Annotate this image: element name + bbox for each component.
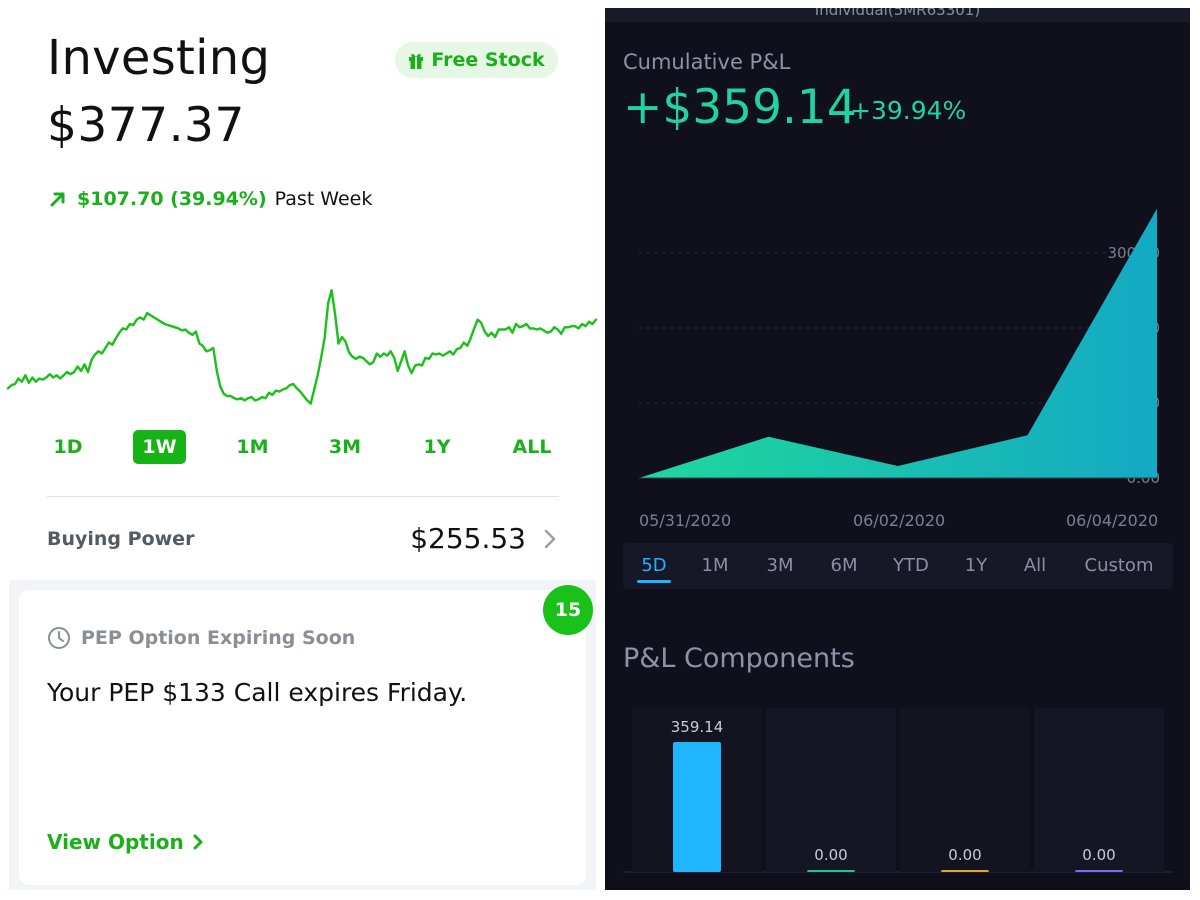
change-amount: $107.70 (39.94%): [77, 188, 267, 210]
notification-count-badge: 15: [543, 585, 593, 635]
bar[interactable]: [1075, 870, 1123, 872]
cumulative-pl-area: [639, 208, 1157, 478]
bar[interactable]: [673, 742, 721, 872]
buying-power-label[interactable]: Buying Power: [47, 528, 195, 550]
page-title: Investing: [47, 30, 271, 86]
bar[interactable]: [807, 870, 855, 872]
notification-card[interactable]: PEP Option Expiring Soon Your PEP $133 C…: [19, 590, 586, 885]
arrow-up-right-icon: [50, 192, 65, 207]
range-1y[interactable]: 1Y: [423, 436, 451, 458]
cumulative-pl-chart: 0.00100.00200.00300.00: [639, 208, 1160, 487]
divider: [47, 496, 559, 497]
bar-value-label: 0.00: [1082, 846, 1115, 864]
cumulative-pl-label: Cumulative P&L: [623, 50, 791, 74]
period-tabs: 5D 1M 3M 6M YTD 1Y All Custom: [623, 543, 1173, 589]
change-summary: $107.70 (39.94%) Past Week: [49, 188, 372, 210]
change-period: Past Week: [274, 188, 373, 210]
robinhood-panel: Investing $377.37 Free Stock $107.70 (39…: [6, 30, 598, 890]
x-axis-label: 06/04/2020: [1066, 511, 1159, 530]
range-3m[interactable]: 3M: [328, 436, 362, 458]
tab-5d[interactable]: 5D: [637, 543, 671, 589]
view-option-link[interactable]: View Option: [47, 830, 204, 854]
x-axis-label: 06/02/2020: [853, 511, 946, 530]
tab-6m[interactable]: 6M: [830, 555, 858, 576]
view-option-label: View Option: [47, 830, 184, 854]
portfolio-line-chart: [6, 288, 598, 405]
bar[interactable]: [941, 870, 989, 872]
chevron-right-icon[interactable]: [543, 528, 557, 550]
tab-1y[interactable]: 1Y: [964, 555, 988, 576]
bar-column-bg: [900, 708, 1030, 872]
active-tab-indicator: [637, 580, 671, 583]
tab-all[interactable]: All: [1023, 555, 1047, 576]
tab-3m[interactable]: 3M: [766, 555, 794, 576]
bar-value-label: 359.14: [671, 718, 724, 736]
bar-value-label: 0.00: [814, 846, 847, 864]
cumulative-pl-percent: +39.94%: [850, 96, 967, 125]
range-1w[interactable]: 1W: [133, 430, 186, 464]
notification-body: Your PEP $133 Call expires Friday.: [47, 678, 468, 707]
range-selector: 1D 1W 1M 3M 1Y ALL: [40, 430, 580, 466]
range-all[interactable]: ALL: [512, 436, 552, 458]
portfolio-value: $377.37: [47, 98, 245, 153]
free-stock-label: Free Stock: [431, 49, 545, 71]
account-selector[interactable]: Individual(5MR63301): [605, 8, 1190, 22]
pl-components-title: P&L Components: [623, 643, 855, 674]
tab-ytd[interactable]: YTD: [893, 555, 929, 576]
tab-1m[interactable]: 1M: [701, 555, 729, 576]
webull-panel: Individual(5MR63301) Cumulative P&L +$35…: [605, 8, 1190, 890]
x-axis-label: 05/31/2020: [639, 511, 732, 530]
tab-label: 5D: [641, 555, 667, 576]
range-1d[interactable]: 1D: [53, 436, 83, 458]
range-1m[interactable]: 1M: [236, 436, 269, 458]
bar-column-bg: [766, 708, 896, 872]
free-stock-button[interactable]: Free Stock: [395, 42, 558, 78]
notification-heading: PEP Option Expiring Soon: [81, 627, 356, 649]
chevron-right-icon: [193, 834, 203, 850]
clock-icon: [48, 627, 70, 649]
cumulative-pl-value: +$359.14: [623, 80, 857, 135]
tab-custom[interactable]: Custom: [1084, 555, 1154, 576]
bar-value-label: 0.00: [948, 846, 981, 864]
notification-heading-row: PEP Option Expiring Soon: [47, 626, 355, 650]
buying-power-value[interactable]: $255.53: [410, 522, 526, 555]
gift-icon: [409, 53, 424, 69]
portfolio-series-line: [6, 288, 598, 405]
pl-components-chart: 359.14 0.00 0.00 0.00: [623, 708, 1173, 873]
bar-column-bg: [1034, 708, 1164, 872]
